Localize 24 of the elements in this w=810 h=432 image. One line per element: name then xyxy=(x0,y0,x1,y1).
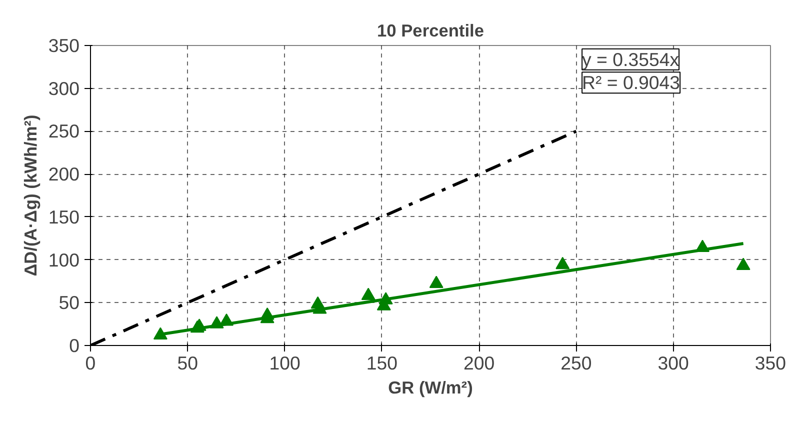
annotation: R² = 0.9043 xyxy=(582,72,680,94)
x-tick-label: 100 xyxy=(269,352,300,374)
point xyxy=(429,276,444,288)
y-tick-label: 200 xyxy=(48,164,80,185)
y-tick-label: 150 xyxy=(48,206,80,228)
x-tick-label: 250 xyxy=(560,352,592,374)
y-tick-label: 300 xyxy=(48,78,80,99)
y-tick-label: 50 xyxy=(58,292,80,314)
x-tick-label: 200 xyxy=(464,352,495,374)
x-tick-label: 350 xyxy=(754,352,786,374)
x-axis-title: GR (W/m²) xyxy=(388,378,473,398)
y-tick-label: 100 xyxy=(48,249,80,270)
y-tick-label: 250 xyxy=(48,120,80,142)
x-tick-label: 50 xyxy=(177,352,198,374)
x-tick-label: 300 xyxy=(658,352,689,374)
y-tick-label: 350 xyxy=(48,35,80,56)
x-tick-label: 150 xyxy=(366,352,398,374)
x-tick-label: 0 xyxy=(85,352,96,374)
point xyxy=(361,288,376,300)
chart-title: 10 Percentile xyxy=(377,20,484,40)
point xyxy=(736,258,750,270)
y-axis-title: ΔD/(A·Δg) (kWh/m²) xyxy=(20,114,40,276)
y-tick-label: 0 xyxy=(69,335,80,356)
point xyxy=(556,256,570,270)
